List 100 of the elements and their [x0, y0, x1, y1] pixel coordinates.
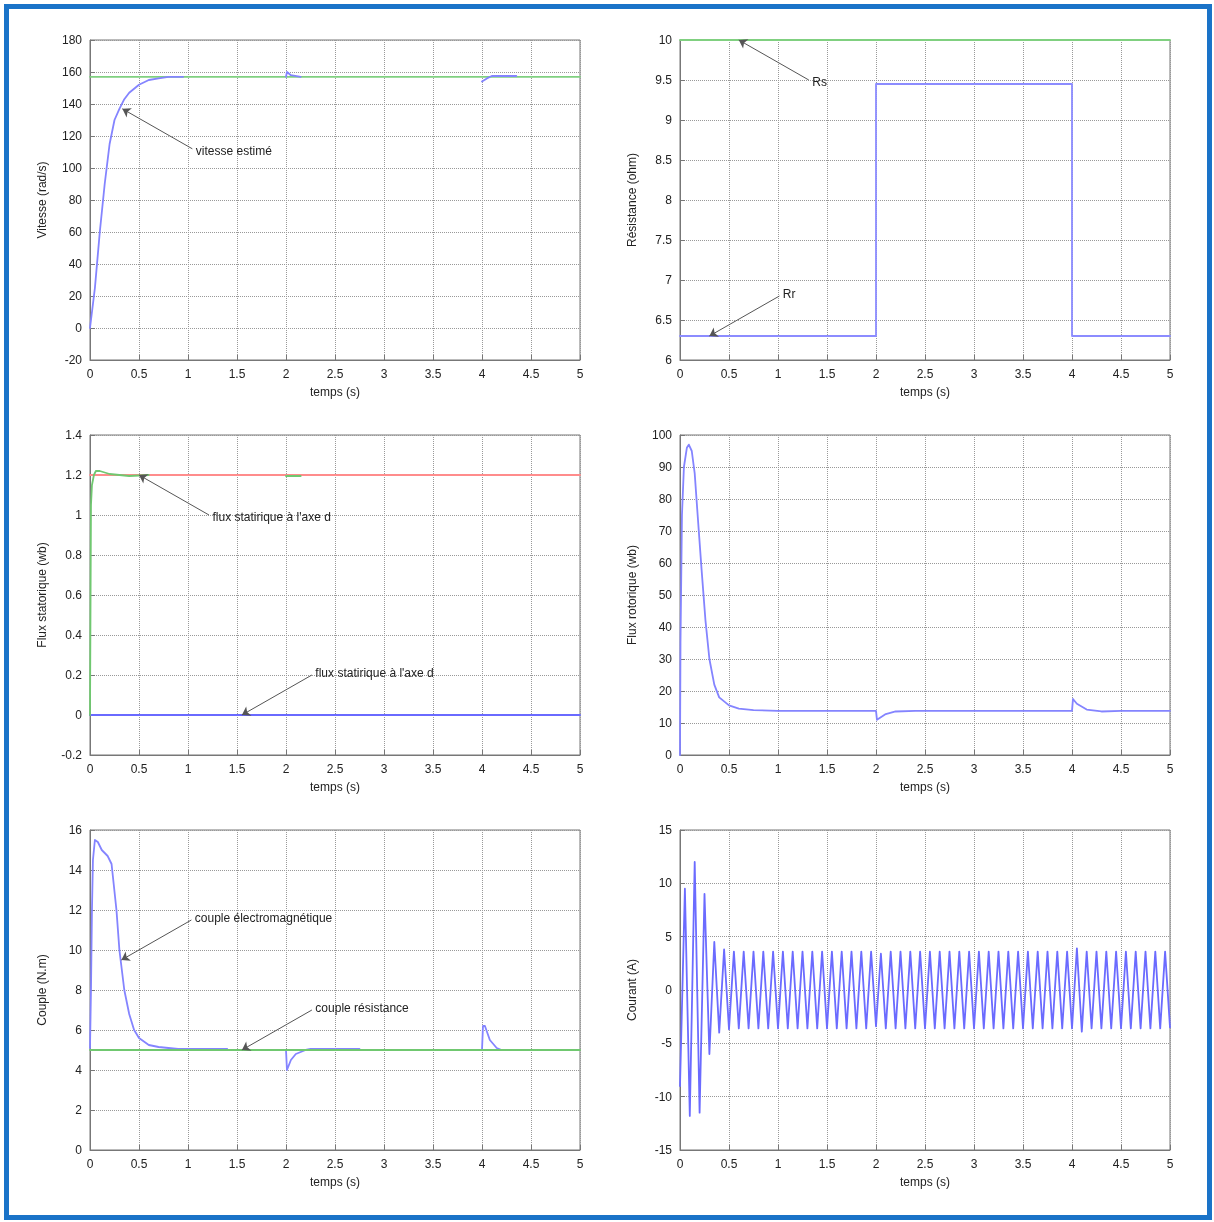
x-tick-label: 1.5 [228, 762, 246, 776]
y-tick-label: -10 [654, 1089, 673, 1104]
y-tick-label: 120 [61, 129, 83, 143]
x-tick-label: 0.5 [130, 762, 148, 776]
x-tick-label: 5 [576, 1157, 584, 1171]
x-tick-label: 4 [478, 367, 486, 381]
y-tick-label: -20 [64, 353, 83, 367]
x-tick-label: 1.5 [818, 762, 836, 776]
x-tick-label: 5 [1166, 762, 1174, 776]
annotation: couple électromagnétique [194, 911, 333, 926]
y-tick-label: 15 [658, 823, 673, 837]
x-tick-label: 5 [1166, 1157, 1174, 1171]
x-tick-label: 1 [774, 367, 782, 381]
x-tick-label: 2.5 [326, 762, 344, 776]
x-axis-title: temps (s) [309, 385, 361, 399]
y-tick-label: 8 [75, 983, 83, 997]
x-tick-label: 1.5 [818, 367, 836, 381]
x-tick-label: 2.5 [916, 367, 934, 381]
x-tick-label: 0.5 [720, 762, 738, 776]
y-tick-label: 6 [665, 353, 673, 367]
y-tick-label: 70 [658, 524, 673, 538]
x-tick-label: 4 [478, 1157, 486, 1171]
y-tick-label: 2 [75, 1103, 83, 1117]
y-tick-label: 9 [665, 113, 673, 127]
y-tick-label: -0.2 [61, 748, 83, 762]
y-tick-label: 10 [68, 943, 83, 957]
annotation: couple résistance [315, 1001, 410, 1016]
x-tick-label: 2 [282, 1157, 290, 1171]
y-tick-label: 0 [75, 1143, 83, 1157]
y-tick-label: 0.2 [65, 668, 83, 682]
x-axis-title: temps (s) [899, 780, 951, 794]
x-tick-label: 0.5 [130, 1157, 148, 1171]
x-tick-label: 4.5 [522, 367, 540, 381]
y-tick-label: 30 [658, 652, 673, 666]
x-tick-label: 5 [576, 762, 584, 776]
x-tick-label: 3 [970, 1157, 978, 1171]
x-axis-title: temps (s) [309, 1175, 361, 1189]
y-tick-label: 80 [68, 193, 83, 207]
x-tick-label: 1.5 [228, 1157, 246, 1171]
x-tick-label: 4 [1068, 367, 1076, 381]
x-tick-label: 3 [970, 367, 978, 381]
x-tick-label: 0 [86, 1157, 94, 1171]
annotation: Rs [812, 74, 827, 89]
y-tick-label: 20 [68, 289, 83, 303]
x-tick-label: 4.5 [1112, 762, 1130, 776]
annotation: flux statirique à l'axe d [212, 509, 331, 524]
y-axis-title: Flux rotorique (wb) [625, 544, 639, 646]
x-tick-label: 3 [380, 367, 388, 381]
y-tick-label: 7.5 [655, 233, 673, 247]
y-axis-title: Vitesse (rad/s) [35, 161, 49, 239]
annotation: Rr [782, 287, 796, 302]
y-tick-label: 16 [68, 823, 83, 837]
x-tick-label: 3 [380, 762, 388, 776]
x-tick-label: 1 [774, 1157, 782, 1171]
y-tick-label: 140 [61, 97, 83, 111]
y-tick-label: 1.4 [65, 428, 83, 442]
x-tick-label: 2.5 [916, 1157, 934, 1171]
y-tick-label: 0.4 [65, 628, 83, 642]
y-tick-label: 80 [658, 492, 673, 506]
y-tick-label: 60 [658, 556, 673, 570]
x-tick-label: 4.5 [522, 762, 540, 776]
x-tick-label: 1.5 [818, 1157, 836, 1171]
x-tick-label: 1 [774, 762, 782, 776]
y-tick-label: 6.5 [655, 313, 673, 327]
x-tick-label: 3.5 [1014, 1157, 1032, 1171]
x-tick-label: 0 [86, 762, 94, 776]
y-tick-label: 10 [658, 876, 673, 891]
y-tick-label: 180 [61, 33, 83, 47]
x-tick-label: 3 [380, 1157, 388, 1171]
x-axis-title: temps (s) [899, 385, 951, 399]
y-tick-label: 14 [68, 863, 83, 877]
y-tick-label: 8 [665, 193, 673, 207]
x-tick-label: 0 [676, 1157, 684, 1171]
y-tick-label: -15 [654, 1143, 673, 1157]
y-tick-label: 100 [61, 161, 83, 175]
x-tick-label: 2.5 [326, 1157, 344, 1171]
x-tick-label: 2 [872, 762, 880, 776]
y-tick-label: 90 [658, 460, 673, 474]
x-tick-label: 3.5 [424, 1157, 442, 1171]
y-tick-label: 40 [658, 620, 673, 634]
x-tick-label: 2 [872, 1157, 880, 1171]
x-tick-label: 2 [872, 367, 880, 381]
x-tick-label: 0 [676, 367, 684, 381]
x-tick-label: 4 [1068, 1157, 1076, 1171]
y-tick-label: 40 [68, 257, 83, 271]
y-tick-label: 4 [75, 1063, 83, 1077]
y-axis-title: Courant (A) [625, 958, 639, 1022]
x-tick-label: 0.5 [130, 367, 148, 381]
x-axis-title: temps (s) [309, 780, 361, 794]
y-tick-label: 10 [658, 716, 673, 730]
y-tick-label: 50 [658, 588, 673, 602]
y-axis-title: Résistance (ohm) [625, 152, 639, 248]
x-tick-label: 4.5 [522, 1157, 540, 1171]
y-tick-label: 60 [68, 225, 83, 239]
y-tick-label: 1.2 [65, 468, 83, 482]
x-tick-label: 0.5 [720, 367, 738, 381]
x-tick-label: 5 [1166, 367, 1174, 381]
x-tick-label: 3.5 [1014, 367, 1032, 381]
y-axis-title: Couple (N.m) [35, 954, 49, 1026]
x-tick-label: 1 [184, 762, 192, 776]
